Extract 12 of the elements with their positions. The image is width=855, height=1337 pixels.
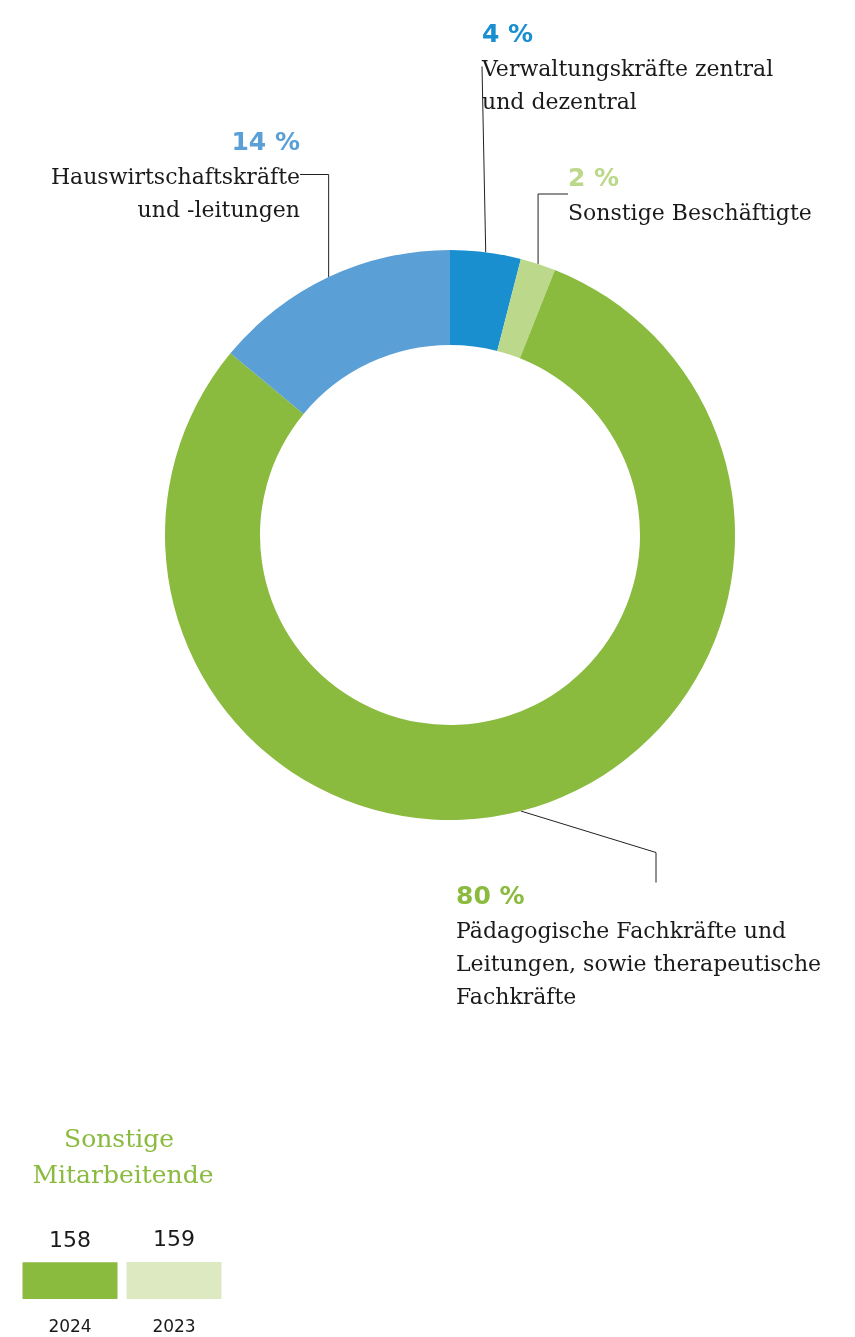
x-tick-label: 2023	[152, 1315, 196, 1336]
x-tick-label: 2024	[48, 1315, 92, 1336]
data-label: 14 %	[231, 126, 300, 156]
chart-title: Sonstige Mitarbeitende	[32, 1123, 214, 1189]
data-label: 80 %	[456, 880, 525, 910]
data-label: 158	[49, 1226, 91, 1252]
slice-label: Sonstige Beschäftigte	[568, 200, 812, 225]
data-label: 159	[153, 1226, 195, 1252]
slice-label: Pädagogische Fachkräfte und Leitungen, sowie therapeutische Fachkräfte	[456, 918, 822, 1009]
slice-label: Hauswirtschaftskräfte und -leitungen	[50, 164, 300, 222]
data-label: 2 %	[568, 162, 620, 192]
data-label: 4 %	[482, 18, 534, 48]
